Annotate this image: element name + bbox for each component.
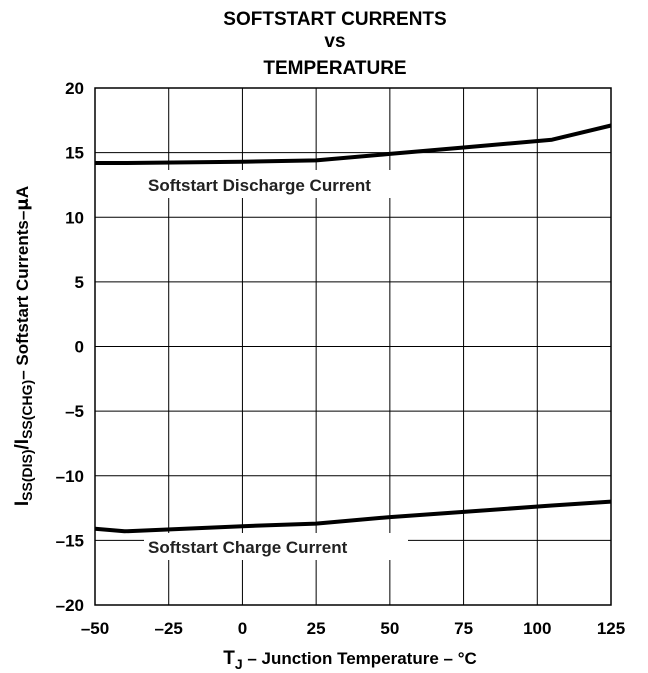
- chart-title-line-2: vs: [324, 31, 345, 52]
- x-axis-label-t: T: [223, 648, 235, 669]
- y-axis-label-sub2: SS(CHG): [19, 380, 35, 439]
- x-tick-label: –25: [155, 619, 183, 638]
- y-axis-label-mu: µ: [13, 198, 33, 211]
- y-axis-label-text: – Softstart Currents–: [13, 211, 32, 380]
- y-tick-label: 10: [65, 208, 84, 227]
- y-axis-label-i1: I: [12, 501, 33, 506]
- x-axis-label-subscript: J: [235, 656, 243, 672]
- x-tick-label: 25: [307, 619, 326, 638]
- x-tick-label: 0: [238, 619, 247, 638]
- plot-frame: [94, 87, 612, 606]
- y-tick-label: –20: [56, 596, 84, 615]
- charge-label-background: [144, 533, 408, 560]
- x-tick-label: 50: [380, 619, 399, 638]
- y-tick-label: –15: [56, 531, 84, 550]
- x-tick-label: –50: [81, 619, 109, 638]
- discharge-current-label: Softstart Discharge Current: [148, 176, 371, 195]
- y-tick-label: –10: [56, 467, 84, 486]
- charge-current-label: Softstart Charge Current: [148, 538, 348, 557]
- charge-current-line: [94, 499, 612, 534]
- x-axis-label-text: – Junction Temperature – °C: [243, 649, 477, 668]
- y-tick-label: 15: [65, 144, 84, 163]
- chart-title-line-3: TEMPERATURE: [263, 58, 406, 79]
- x-tick-label: 100: [523, 619, 551, 638]
- y-tick-label: 20: [65, 79, 84, 98]
- y-axis-label-i2: /I: [12, 439, 33, 450]
- x-tick-label: 75: [454, 619, 473, 638]
- y-axis-label-sub1: SS(DIS): [19, 449, 35, 500]
- discharge-label-background: [144, 170, 460, 198]
- series-layer: [94, 123, 612, 534]
- chart-title-line-1: SOFTSTART CURRENTS: [223, 9, 446, 30]
- y-tick-label: 0: [75, 338, 84, 357]
- y-axis-label-unit: A: [13, 186, 32, 198]
- y-tick-label: 5: [75, 273, 84, 292]
- y-tick-label: –5: [65, 402, 84, 421]
- x-tick-label: 125: [597, 619, 625, 638]
- discharge-current-line: [95, 123, 612, 165]
- y-axis-label: ISS(DIS)/ISS(CHG)– Softstart Currents–µA: [12, 186, 35, 506]
- x-axis-label: TJ – Junction Temperature – °C: [223, 648, 477, 672]
